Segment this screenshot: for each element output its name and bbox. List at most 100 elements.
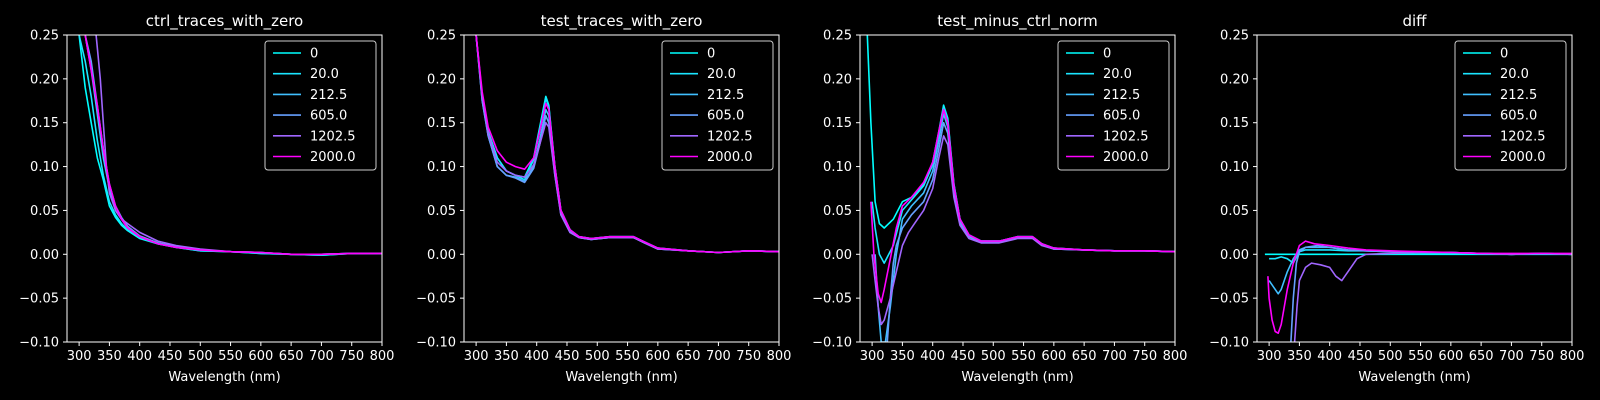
legend-entry: 2000.0 [1463,150,1546,165]
y-tick-label: −0.10 [812,336,852,351]
y-tick-label: 0.00 [30,248,59,263]
legend-entry: 2000.0 [670,150,753,165]
y-tick-label: 0.05 [30,204,59,219]
y-tick-label: 0.10 [823,160,852,175]
x-tick-label: 500 [1378,349,1403,364]
y-tick-label: −0.05 [19,292,59,307]
x-tick-label: 400 [920,349,945,364]
legend-entry: 0 [273,47,318,62]
x-tick-label: 550 [218,349,243,364]
x-axis-label: Wavelength (nm) [168,370,280,385]
x-tick-label: 300 [1257,349,1282,364]
x-tick-label: 750 [1132,349,1157,364]
legend-label: 212.5 [707,88,744,103]
legend-label: 20.0 [310,67,339,82]
legend-label: 0 [1103,47,1111,62]
x-tick-label: 550 [1408,349,1433,364]
x-tick-label: 800 [370,349,395,364]
legend-label: 0 [707,47,715,62]
x-axis-label: Wavelength (nm) [1358,370,1470,385]
x-tick-label: 400 [1317,349,1342,364]
x-tick-label: 350 [494,349,519,364]
legend-entry: 605.0 [1463,109,1537,124]
y-tick-label: 0.25 [823,29,852,44]
x-tick-label: 750 [1529,349,1554,364]
y-tick-label: 0.10 [427,160,456,175]
x-tick-label: 450 [1348,349,1373,364]
legend: 0 20.0 212.5 605.0 1202.5 2000.0 [661,40,774,171]
y-tick-label: −0.05 [812,292,852,307]
chart-panel-2: test_traces_with_zero 300 350 400 450 500 550 6… [416,12,791,385]
x-tick-label: 500 [188,349,213,364]
y-tick-label: 0.25 [1220,29,1249,44]
x-tick-label: 300 [464,349,489,364]
legend-label: 20.0 [707,67,736,82]
legend-label: 1202.5 [1103,129,1149,144]
y-tick-label: 0.10 [1220,160,1249,175]
x-tick-label: 450 [158,349,183,364]
chart-panel-3: test_minus_ctrl_norm 300 350 400 450 500 550 60… [812,12,1187,385]
x-tick-label: 700 [1102,349,1127,364]
series-line-2000-0 [1267,240,1572,335]
legend-entry: 0 [670,47,715,62]
y-tick-label: 0.10 [30,160,59,175]
legend-label: 20.0 [1103,67,1132,82]
y-tick-label: 0.15 [427,116,456,131]
x-tick-label: 800 [767,349,792,364]
y-tick-label: 0.20 [30,72,59,87]
x-tick-label: 600 [248,349,273,364]
y-tick-label: 0.05 [427,204,456,219]
x-tick-label: 700 [706,349,731,364]
x-tick-label: 600 [1041,349,1066,364]
legend-entry: 20.0 [1463,67,1529,82]
legend-label: 212.5 [1103,88,1140,103]
legend-entry: 212.5 [1066,88,1140,103]
legend-entry: 1202.5 [1463,129,1546,144]
legend: 0 20.0 212.5 605.0 1202.5 2000.0 [1454,40,1567,171]
series-line-2000-0 [870,108,1175,304]
x-axis-label: Wavelength (nm) [961,370,1073,385]
legend-label: 605.0 [310,109,347,124]
chart-title: test_minus_ctrl_norm [937,12,1098,31]
chart-panel-4: diff 300 350 400 450 500 550 600 650 700 750 800 −0.… [1209,12,1584,385]
legend-entry: 605.0 [670,109,744,124]
x-tick-label: 400 [524,349,549,364]
y-tick-label: 0.15 [1220,116,1249,131]
legend-entry: 0 [1463,47,1508,62]
x-tick-label: 300 [67,349,92,364]
x-tick-label: 650 [1469,349,1494,364]
legend-label: 2000.0 [1500,150,1546,165]
x-axis-label: Wavelength (nm) [565,370,677,385]
series-group [475,35,779,254]
legend-label: 212.5 [1500,88,1537,103]
y-tick-label: −0.05 [416,292,456,307]
x-tick-label: 550 [615,349,640,364]
y-tick-label: −0.10 [416,336,456,351]
plot-frame [1256,34,1573,343]
y-tick-label: −0.10 [19,336,59,351]
x-tick-label: 800 [1163,349,1188,364]
chart-title: ctrl_traces_with_zero [146,12,303,31]
series-group [866,35,1175,342]
chart-title: diff [1402,12,1427,30]
y-tick-label: 0.05 [823,204,852,219]
y-tick-label: −0.05 [1209,292,1249,307]
y-tick-label: 0.20 [427,72,456,87]
x-tick-label: 650 [676,349,701,364]
series-line-2000-0 [475,35,779,254]
y-tick-label: 0.00 [427,248,456,263]
legend-entry: 1202.5 [1066,129,1149,144]
x-tick-label: 650 [279,349,304,364]
legend-entry: 2000.0 [1066,150,1149,165]
y-tick-label: 0.25 [30,29,59,44]
plot-frame [859,34,1176,343]
y-tick-label: 0.15 [823,116,852,131]
x-tick-label: 700 [309,349,334,364]
legend-label: 2000.0 [1103,150,1149,165]
x-tick-label: 600 [1438,349,1463,364]
legend-label: 0 [310,47,318,62]
chart-title: test_traces_with_zero [541,12,703,31]
legend-entry: 1202.5 [273,129,356,144]
legend-entry: 1202.5 [670,129,753,144]
